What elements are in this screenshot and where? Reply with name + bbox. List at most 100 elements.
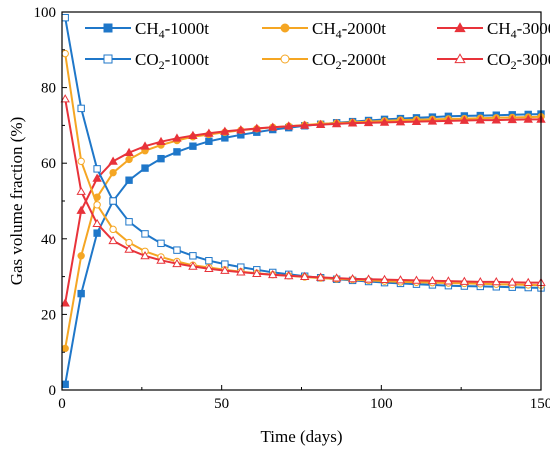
y-tick-label: 100 — [34, 5, 57, 21]
data-point — [491, 115, 501, 124]
data-point — [109, 168, 117, 177]
data-point — [331, 273, 342, 282]
data-point — [157, 154, 165, 163]
legend-swatch-marker — [280, 54, 290, 64]
data-point — [189, 252, 197, 260]
data-point — [141, 164, 149, 172]
data-point — [252, 123, 262, 132]
legend-label: CH4-3000t — [487, 19, 550, 41]
data-point — [395, 117, 406, 126]
x-tick-label: 150 — [530, 396, 550, 412]
data-point — [93, 229, 101, 237]
data-point — [268, 122, 278, 131]
data-point — [205, 137, 213, 145]
data-point — [93, 165, 101, 173]
data-point — [188, 261, 198, 270]
series-5 — [60, 94, 546, 287]
data-point — [363, 117, 374, 127]
plot-area — [60, 13, 546, 389]
data-point — [60, 94, 70, 103]
data-point — [427, 275, 438, 285]
data-point — [252, 268, 262, 277]
data-point — [92, 218, 102, 228]
legend-label: CO2-1000t — [135, 50, 209, 72]
legend-swatch-marker — [103, 23, 113, 33]
data-point — [220, 126, 230, 135]
data-point — [523, 114, 533, 123]
data-point — [491, 277, 501, 286]
data-point — [315, 119, 326, 129]
legend-label: CH4-1000t — [135, 19, 209, 41]
data-point — [395, 275, 406, 284]
x-tick-label: 50 — [214, 396, 229, 412]
legend-item: CH4-2000t — [262, 19, 386, 41]
legend-label: CO2-3000t — [487, 50, 550, 72]
data-point — [93, 201, 101, 209]
data-point — [109, 225, 117, 234]
data-point — [347, 118, 358, 127]
legend-label: CO2-2000t — [312, 50, 386, 72]
data-point — [284, 270, 294, 280]
data-point — [459, 115, 470, 124]
data-point — [379, 117, 390, 126]
y-tick-label: 60 — [41, 156, 56, 172]
data-point — [475, 115, 486, 124]
data-point — [61, 380, 69, 389]
data-point — [507, 114, 517, 124]
data-point — [459, 276, 470, 285]
legend: CH4-1000t CH4-2000t CH4-3000t CO2-1000t CO2-… — [85, 19, 550, 72]
data-point — [379, 274, 390, 284]
legend-item: CO2-3000t — [437, 50, 550, 72]
data-point — [188, 130, 198, 139]
data-point — [236, 267, 246, 276]
data-point — [60, 298, 70, 307]
legend-label: CH4-2000t — [312, 19, 386, 41]
data-point — [77, 104, 85, 113]
data-point — [109, 197, 117, 205]
data-point — [507, 277, 517, 286]
legend-item: CH4-3000t — [437, 19, 550, 41]
data-point — [108, 156, 118, 165]
data-point — [77, 157, 85, 166]
y-tick-label: 80 — [41, 81, 56, 97]
data-point — [347, 274, 358, 283]
data-point — [125, 176, 133, 184]
data-point — [61, 344, 69, 353]
data-point — [141, 230, 149, 238]
x-axis-title: Time (days) — [260, 427, 342, 446]
legend-swatch-marker — [103, 54, 113, 64]
data-point — [331, 119, 342, 128]
data-point — [92, 173, 102, 182]
legend-swatch-marker — [280, 23, 290, 33]
data-point — [284, 121, 294, 130]
data-point — [189, 142, 197, 150]
data-point — [156, 136, 166, 146]
data-point — [443, 276, 454, 285]
data-point — [427, 116, 438, 125]
data-point — [61, 49, 69, 58]
data-point — [125, 218, 133, 226]
legend-item: CO2-2000t — [262, 50, 386, 72]
data-point — [268, 269, 278, 279]
y-axis-title: Gas volume fraction (%) — [7, 117, 26, 286]
legend-swatch-marker — [454, 22, 466, 33]
data-point — [220, 265, 230, 274]
data-point — [315, 272, 326, 281]
data-point — [157, 239, 165, 248]
data-point — [124, 147, 134, 156]
y-tick-label: 40 — [41, 232, 56, 248]
data-point — [124, 244, 134, 253]
data-point — [299, 120, 310, 129]
legend-swatch-marker — [454, 53, 466, 64]
legend-item: CO2-1000t — [85, 50, 209, 72]
data-point — [77, 289, 85, 298]
data-point — [411, 116, 422, 125]
data-point — [125, 155, 133, 164]
data-point — [140, 250, 150, 260]
axis-ticks: 0 50 100 150 0 20 40 60 80 100 — [34, 5, 550, 412]
data-point — [108, 235, 118, 245]
data-point — [173, 148, 181, 156]
legend-item: CH4-1000t — [85, 19, 209, 41]
data-point — [77, 252, 85, 260]
